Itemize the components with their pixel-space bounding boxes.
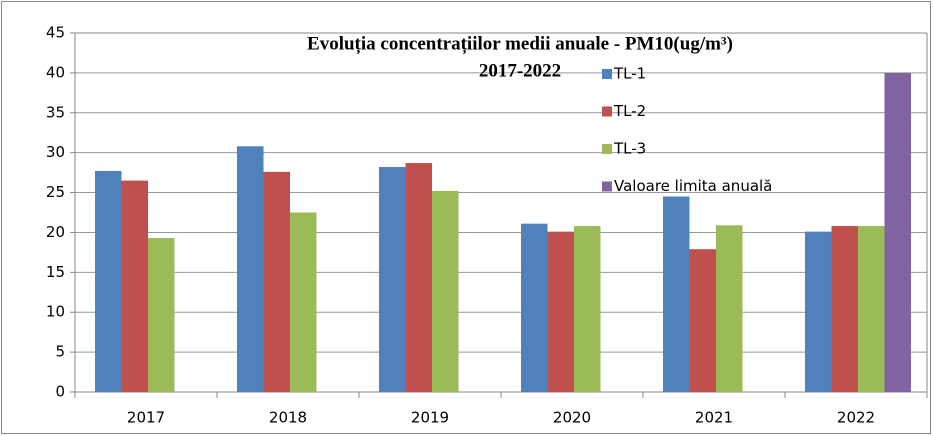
x-tick-label: 2022	[837, 409, 875, 427]
y-tick-label: 20	[46, 223, 65, 241]
chart-title: Evoluția concentrațiilor medii anuale - …	[307, 33, 733, 54]
bar	[290, 212, 317, 392]
bar	[831, 226, 858, 392]
bar	[432, 190, 459, 392]
y-tick-label: 30	[46, 143, 65, 161]
bar	[95, 171, 122, 392]
bars	[95, 72, 911, 392]
y-tick-label: 45	[46, 24, 65, 42]
legend-swatch	[602, 69, 612, 79]
y-tick-label: 0	[55, 383, 65, 401]
legend-label: TL-3	[613, 140, 646, 158]
x-tick-label: 2021	[695, 409, 733, 427]
grid	[70, 32, 928, 398]
y-tick-label: 40	[46, 63, 65, 81]
y-tick-label: 15	[46, 263, 65, 281]
y-tick-label: 25	[46, 183, 65, 201]
x-tick-label: 2018	[269, 409, 307, 427]
legend-label: TL-2	[613, 102, 646, 120]
x-tick-label: 2019	[411, 409, 449, 427]
legend-label: Valoare limita anuală	[614, 177, 772, 195]
bar	[521, 223, 548, 392]
bar	[884, 72, 911, 392]
legend-swatch	[602, 144, 612, 154]
bar	[547, 231, 574, 392]
bar	[858, 226, 885, 392]
x-tick-label: 2020	[553, 409, 591, 427]
legend-label: TL-1	[613, 65, 646, 83]
y-tick-label: 5	[55, 343, 65, 361]
bar	[263, 171, 290, 392]
y-tick-label: 35	[46, 103, 65, 121]
x-tick-label: 2017	[127, 409, 165, 427]
chart-subtitle: 2017-2022	[479, 60, 561, 81]
bar	[663, 196, 690, 392]
bar	[121, 180, 148, 392]
bar	[574, 226, 601, 392]
legend-swatch	[602, 181, 612, 192]
bar	[805, 231, 832, 392]
y-tick-label: 10	[46, 303, 65, 321]
bar	[405, 163, 432, 392]
legend-swatch	[602, 106, 612, 117]
bar	[379, 167, 406, 392]
bar	[148, 238, 175, 392]
bar	[716, 225, 743, 392]
bar	[237, 146, 264, 392]
bar	[689, 249, 716, 392]
